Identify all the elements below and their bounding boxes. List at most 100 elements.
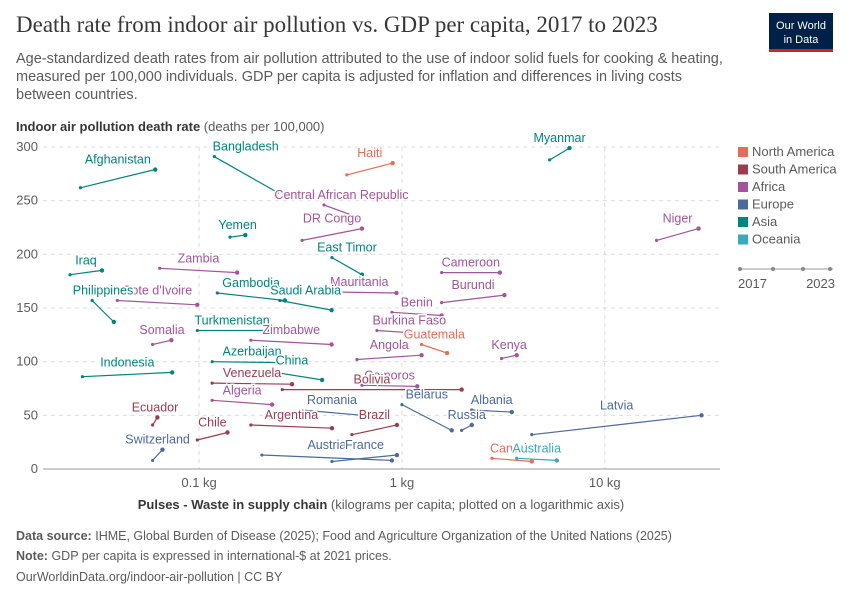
country[interactable]: Turkmenistan [193,312,271,333]
legend-item[interactable]: Asia [738,214,778,229]
legend-item[interactable]: South America [738,162,837,177]
country[interactable]: East Timor [316,239,378,277]
country[interactable]: Philippines [71,282,135,325]
country[interactable]: Afghanistan [78,151,158,190]
year-point [696,226,701,231]
country[interactable]: Belarus [400,386,454,433]
country[interactable]: Saudi Arabia [269,282,343,313]
country-label: Azerbaijan [223,345,282,359]
year-point [345,173,349,177]
country[interactable]: Burkina Faso [371,312,448,338]
country[interactable]: Somalia [138,322,186,347]
year-point [449,428,454,433]
country[interactable]: Guatemala [402,326,466,356]
country-line [501,354,517,359]
logo-box [769,13,833,51]
country[interactable]: Cameroon [440,254,503,275]
country-line [212,382,293,385]
country[interactable]: Haiti [345,145,395,177]
y-tick-label: 150 [16,300,38,315]
year-point [502,292,507,298]
timeline-point [828,267,832,271]
note: Note: GDP per capita is expressed in int… [16,549,392,563]
country[interactable]: Brazil [350,406,400,437]
country-line [152,339,172,346]
year-point [249,338,253,342]
year-point [419,353,424,358]
country[interactable]: China [260,352,325,383]
country-label: Albania [471,393,513,407]
country-label: Comoros [364,368,415,382]
legend-label: South America [752,162,837,177]
country[interactable]: Burundi [440,277,507,305]
year-point [300,238,304,242]
year-point [215,291,219,295]
legend-item[interactable]: Europe [738,197,794,212]
year-point [529,459,535,464]
logo[interactable]: Our World in Data [769,13,833,52]
country[interactable]: Gambodia [215,274,288,303]
country-line [82,371,173,378]
country[interactable]: Iraq [68,252,105,277]
country[interactable]: Latvia [530,397,704,437]
country[interactable]: Zimbabwe [249,322,334,347]
country[interactable]: Ecuador [130,399,180,427]
legend-item[interactable]: Oceania [738,232,801,247]
country-line [322,291,397,294]
note-text: GDP per capita is expressed in internati… [51,549,391,563]
year-point [264,328,270,333]
year-point [530,433,534,437]
country-label: Burkina Faso [372,314,446,328]
country-label: Afghanistan [85,153,151,167]
country-label: Iraq [75,253,97,267]
country-label: Argentina [265,408,319,422]
country[interactable]: Argentina [249,406,335,431]
country[interactable]: Azerbaijan [210,343,295,365]
country-label: China [276,353,309,367]
country-line [301,228,363,241]
timeline-point [738,267,742,271]
year-point [151,458,155,463]
country[interactable]: DR Congo [300,210,365,242]
year-point [394,422,400,428]
country[interactable]: Yemen [217,217,258,239]
country[interactable]: Russia [446,406,487,432]
year-point [654,238,659,242]
country[interactable]: Bangladesh [211,138,280,195]
year-point [300,408,304,412]
country[interactable]: Angola [355,337,424,362]
legend-item[interactable]: North America [738,144,835,159]
country[interactable]: Comoros [360,367,420,389]
country[interactable]: Kenya [490,337,528,361]
country[interactable]: Algeria [210,382,275,407]
country[interactable]: Romania [300,391,365,418]
country[interactable]: Bolivia [280,371,464,392]
year-point [90,298,94,303]
country[interactable]: Mauritania [320,273,399,296]
country[interactable]: Cote d'Ivoire [115,282,200,307]
country[interactable]: Australia [511,440,563,463]
country[interactable]: Austria [260,437,395,463]
country[interactable]: Venezuela [210,365,295,387]
country[interactable]: France [330,437,400,464]
country[interactable]: Indonesia [80,354,175,379]
country[interactable]: Albania [469,391,514,415]
country[interactable]: Zambia [158,250,240,275]
country[interactable]: Myanmar [532,130,587,162]
y-axis-label: Indoor air pollution death rate (deaths … [16,119,325,134]
year-point [151,342,155,347]
country[interactable]: Central African Republic [273,186,410,221]
year-point [158,266,162,270]
country-line [217,292,285,302]
country[interactable]: Niger [654,210,701,242]
country[interactable]: Switzerland [124,431,191,463]
country[interactable]: Chile [195,414,230,442]
legend-item[interactable]: Africa [738,179,786,194]
credit[interactable]: OurWorldinData.org/indoor-air-pollution … [16,570,283,584]
country-label: Canada [490,441,534,455]
country-label: Gambodia [222,276,280,290]
year-point [394,452,400,458]
country[interactable]: Canada [489,440,535,464]
year-point [170,370,175,375]
country[interactable]: Benin [390,294,444,318]
